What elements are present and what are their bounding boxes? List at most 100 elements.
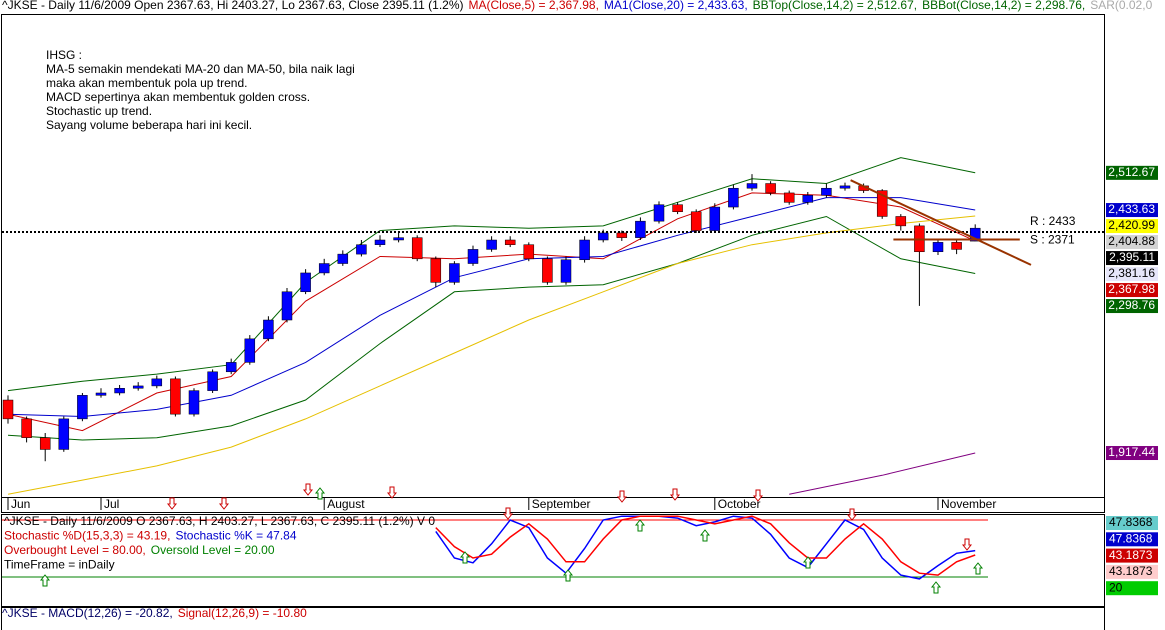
note-text: MACD sepertinya akan membentuk golden cr… xyxy=(46,90,310,104)
signal-arrow xyxy=(314,487,326,500)
price-panel-frame xyxy=(1,14,1105,513)
header-text: ^JKSE - Daily 11/6/2009 O 2367.63, H 240… xyxy=(4,514,435,528)
header-text: BBBot(Close,14,2) = 2,298.76, xyxy=(922,0,1085,12)
signal-arrow xyxy=(961,538,973,551)
candle-body xyxy=(244,338,256,363)
candle-body xyxy=(95,392,107,396)
signal-arrow xyxy=(972,562,984,575)
value-label: 20 xyxy=(1109,580,1123,594)
header-text: SAR(0.02,0 xyxy=(1090,0,1152,12)
candle-body xyxy=(542,258,553,283)
candle-body xyxy=(225,362,237,373)
candle-body xyxy=(393,237,404,241)
value-label: 47.8368 xyxy=(1109,515,1153,529)
x-tick-label: November xyxy=(941,497,996,511)
price-label: 2,512.67 xyxy=(1108,165,1155,179)
signal-arrow xyxy=(166,497,178,510)
note-text: Sayang volume beberapa hari ini kecil. xyxy=(46,118,252,132)
header-text: MA(Close,5) = 2,367.98, xyxy=(469,0,599,12)
price-label: 2,395.11 xyxy=(1109,250,1155,264)
note-text: IHSG : xyxy=(46,48,82,62)
price-label: 2,381.16 xyxy=(1108,266,1155,280)
candle-body xyxy=(969,227,981,242)
indicator-line xyxy=(7,157,976,392)
candle-body xyxy=(951,242,962,250)
candle-body xyxy=(839,185,851,189)
note-text: Stochastic up trend. xyxy=(46,104,152,118)
signal-arrow xyxy=(459,551,471,564)
trendline xyxy=(850,179,1032,266)
candle-body xyxy=(411,237,423,260)
header-line: ^JKSE - Daily 11/6/2009 O 2367.63, H 240… xyxy=(4,514,435,528)
x-tick-label: October xyxy=(718,497,761,511)
value-label-box xyxy=(1106,581,1158,596)
candle-body xyxy=(114,388,125,394)
candle-body xyxy=(132,385,144,389)
x-tick-label: September xyxy=(532,497,591,511)
annotation: R : 2433 xyxy=(1030,214,1076,228)
candle-body xyxy=(151,378,163,387)
header-line: ^JKSE - Daily 11/6/2009 Open 2367.63, Hi… xyxy=(2,0,1153,12)
signal-arrow xyxy=(699,529,711,542)
signal-arrow xyxy=(802,556,814,569)
signal-arrow xyxy=(562,569,574,582)
candle-body xyxy=(77,395,88,420)
value-label: 47.8368 xyxy=(1109,531,1153,545)
signal-arrow xyxy=(302,483,314,496)
signal-arrow xyxy=(616,490,628,503)
header-line: Overbought Level = 80.00, Oversold Level … xyxy=(4,543,275,557)
header-line: TimeFrame = inDaily xyxy=(4,558,115,572)
candle-body xyxy=(39,437,51,450)
candle-body xyxy=(356,244,367,255)
candle-body xyxy=(653,204,665,222)
value-label: 43.1873 xyxy=(1109,548,1153,562)
price-label-box xyxy=(1106,446,1158,461)
header-text: TimeFrame = inDaily xyxy=(4,558,115,572)
candle-body xyxy=(467,249,479,264)
header-text: Oversold Level = 20.00 xyxy=(151,543,275,557)
candle-body xyxy=(635,220,646,238)
header-line: Stochastic %D(15,3,3) = 43.19, Stochastic… xyxy=(4,529,297,543)
price-label-box xyxy=(1106,267,1158,282)
note-text: MA-5 semakin mendekati MA-20 dan MA-50, … xyxy=(46,62,355,76)
candle-body xyxy=(281,291,293,321)
header-line: ^JKSE - MACD(12,26) = -20.82, Signal(12,2… xyxy=(2,606,307,620)
price-label: 2,420.99 xyxy=(1108,218,1155,232)
price-label: 1,917.44 xyxy=(1108,445,1155,459)
candle-body xyxy=(337,253,349,264)
candle-body xyxy=(579,239,590,261)
candle-body xyxy=(2,399,14,420)
candle-body xyxy=(21,418,32,438)
candle-body xyxy=(188,390,200,415)
price-label-box xyxy=(1106,283,1158,298)
indicator-line xyxy=(7,215,976,495)
signal-arrow xyxy=(846,508,858,521)
value-label-box xyxy=(1106,532,1158,547)
candle-body xyxy=(895,216,907,227)
price-label: 2,298.76 xyxy=(1108,298,1155,312)
signal-arrow xyxy=(669,488,681,501)
candle-body xyxy=(504,239,516,245)
value-label-box xyxy=(1106,548,1158,563)
candle-body xyxy=(728,187,739,208)
candle-body xyxy=(449,263,460,283)
candle-body xyxy=(560,259,572,283)
candle-body xyxy=(318,263,330,274)
candle-body xyxy=(709,206,721,231)
candle-body xyxy=(263,319,274,340)
note-text: maka akan membentuk pola up trend. xyxy=(46,76,247,90)
signal-arrow xyxy=(634,519,646,532)
stochastic-panel-frame xyxy=(1,514,1105,607)
signal-arrow xyxy=(502,507,514,520)
header-text: BBTop(Close,14,2) = 2,512.67, xyxy=(753,0,917,12)
candle-body xyxy=(597,232,609,241)
candle-body xyxy=(690,211,702,231)
candle-body xyxy=(876,190,888,217)
price-label: 2,433.63 xyxy=(1108,202,1155,216)
candle-body xyxy=(523,244,535,260)
candle-body xyxy=(932,242,944,253)
header-text: Stochastic %D(15,3,3) = 43.19, xyxy=(4,529,170,543)
candle-body xyxy=(170,378,181,415)
